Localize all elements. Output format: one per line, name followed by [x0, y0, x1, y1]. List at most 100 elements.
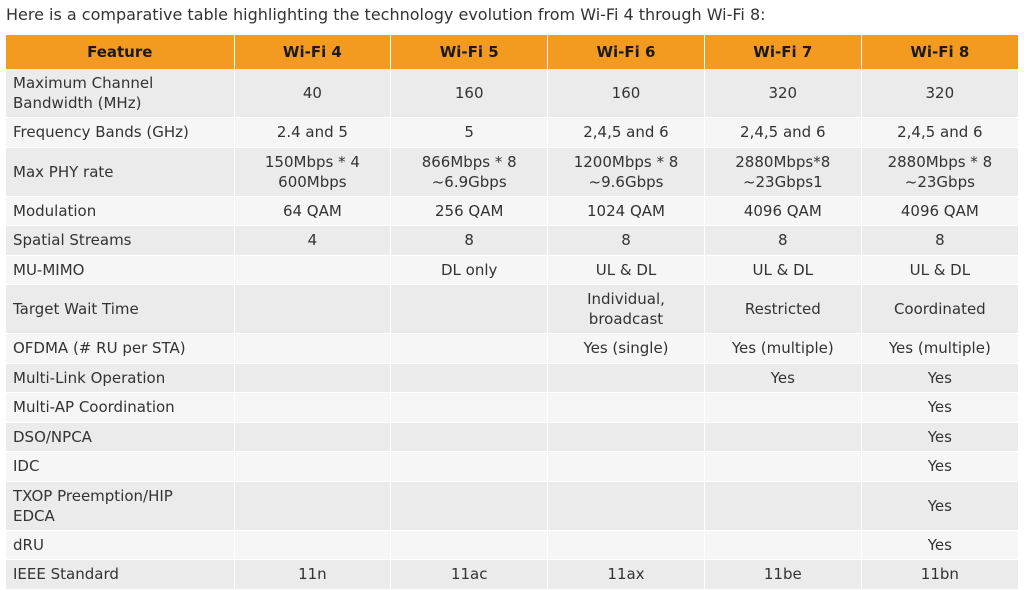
cell-value: 5	[464, 123, 474, 142]
value-cell-wifi6	[547, 422, 705, 452]
value-cell-wifi5: 160	[390, 69, 549, 118]
cell-value: Yes (multiple)	[731, 339, 834, 358]
value-cell-wifi5	[390, 363, 549, 393]
table-row: dRU Yes	[6, 530, 1018, 560]
cell-value: Yes	[927, 368, 952, 387]
value-cell-wifi5: 8	[390, 225, 549, 256]
value-cell-wifi6	[547, 481, 705, 531]
value-cell-wifi6	[547, 530, 705, 560]
feature-cell: Multi-Link Operation	[6, 363, 235, 393]
value-cell-wifi7: 4096 QAM	[704, 196, 862, 226]
feature-label: TXOP Preemption/HIP	[13, 486, 173, 505]
feature-label: Bandwidth (MHz)	[13, 94, 142, 112]
value-cell-wifi5: 866Mbps * 8 ~6.9Gbps	[390, 147, 549, 197]
feature-label: IDC	[13, 457, 40, 476]
value-cell-wifi4	[234, 451, 392, 482]
value-cell-wifi8: Yes	[861, 530, 1018, 560]
value-cell-wifi7	[704, 481, 862, 531]
value-cell-wifi4	[234, 363, 392, 393]
cell-value: 11ac	[450, 565, 488, 584]
cell-value: 40	[302, 84, 322, 102]
feature-cell: Multi-AP Coordination	[6, 392, 235, 423]
value-cell-wifi5	[390, 392, 549, 423]
value-cell-wifi5	[390, 451, 549, 482]
cell-value: 11n	[298, 565, 327, 584]
cell-value: ~23Gbps1	[742, 172, 823, 191]
feature-cell: Maximum Channel Bandwidth (MHz)	[6, 69, 235, 118]
cell-value: Yes	[770, 368, 795, 387]
cell-value: Yes	[927, 457, 952, 476]
table-row: Multi-AP Coordination Yes	[6, 392, 1018, 423]
cell-value: 866Mbps * 8	[421, 152, 517, 171]
cell-value: 1024 QAM	[587, 201, 665, 220]
value-cell-wifi6: 160	[547, 69, 705, 118]
value-cell-wifi8: Yes	[861, 422, 1018, 452]
cell-value: 8	[464, 231, 474, 250]
cell-value: 160	[454, 84, 484, 102]
value-cell-wifi7: Yes	[704, 363, 862, 393]
value-cell-wifi8: Yes	[861, 481, 1018, 531]
feature-label: Modulation	[13, 201, 97, 220]
intro-text: Here is a comparative table highlighting…	[6, 5, 766, 24]
value-cell-wifi4	[234, 392, 392, 423]
value-cell-wifi7: Yes (multiple)	[704, 333, 862, 364]
cell-value: 4096 QAM	[900, 201, 979, 220]
value-cell-wifi4: 2.4 and 5	[234, 117, 392, 148]
feature-label: Frequency Bands (GHz)	[13, 123, 189, 142]
value-cell-wifi7: 11be	[704, 559, 862, 590]
cell-value: 600Mbps	[278, 172, 347, 191]
value-cell-wifi4: 40	[234, 69, 392, 118]
value-cell-wifi8: Yes	[861, 363, 1018, 393]
value-cell-wifi6: 1024 QAM	[547, 196, 705, 226]
cell-value: 160	[611, 84, 641, 102]
feature-cell: Target Wait Time	[6, 284, 235, 334]
feature-label: dRU	[13, 535, 44, 554]
value-cell-wifi8: 320	[861, 69, 1018, 118]
value-cell-wifi5: 5	[390, 117, 549, 148]
cell-value: 8	[778, 231, 788, 250]
cell-value: 11bn	[920, 565, 959, 584]
column-header-wifi5: Wi-Fi 5	[390, 35, 549, 69]
cell-value: broadcast	[588, 310, 664, 328]
value-cell-wifi4	[234, 530, 392, 560]
column-header-wifi8: Wi-Fi 8	[861, 35, 1018, 69]
value-cell-wifi4: 64 QAM	[234, 196, 392, 226]
column-header-feature: Feature	[6, 35, 235, 69]
table-body: Maximum Channel Bandwidth (MHz) 40 160 160 32…	[6, 69, 1018, 590]
table-row: OFDMA (# RU per STA) Yes (single) Yes (mul…	[6, 333, 1018, 364]
cell-value: 320	[768, 84, 798, 102]
value-cell-wifi8: 8	[861, 225, 1018, 256]
cell-value: DL only	[440, 260, 498, 279]
value-cell-wifi8: Yes (multiple)	[861, 333, 1018, 364]
value-cell-wifi4	[234, 255, 392, 285]
cell-value: 4	[307, 231, 318, 250]
cell-value: 4096 QAM	[743, 201, 822, 220]
feature-cell: IEEE Standard	[6, 559, 235, 590]
feature-label: DSO/NPCA	[13, 427, 92, 446]
value-cell-wifi4	[234, 284, 392, 334]
table-header-row: Feature Wi-Fi 4 Wi-Fi 5 Wi-Fi 6 Wi-Fi 7 …	[6, 35, 1018, 69]
cell-value: Yes	[927, 535, 952, 554]
table-row: IEEE Standard 11n 11ac 11ax 11be 11bn	[6, 559, 1018, 590]
cell-value: 2880Mbps*8	[735, 152, 831, 171]
feature-label: IEEE Standard	[13, 565, 119, 584]
feature-cell: OFDMA (# RU per STA)	[6, 333, 235, 364]
value-cell-wifi5: DL only	[390, 255, 549, 285]
value-cell-wifi8: UL & DL	[861, 255, 1018, 285]
cell-value: Yes (multiple)	[888, 339, 991, 358]
cell-value: ~23Gbps	[904, 172, 975, 191]
value-cell-wifi8: 2,4,5 and 6	[861, 117, 1018, 148]
table-row: Modulation 64 QAM 256 QAM 1024 QAM 4096 QAM 4…	[6, 196, 1018, 226]
value-cell-wifi5	[390, 333, 549, 364]
feature-cell: DSO/NPCA	[6, 422, 235, 452]
table-row: Frequency Bands (GHz) 2.4 and 5 5 2,4,5 and…	[6, 117, 1018, 148]
feature-cell: MU-MIMO	[6, 255, 235, 285]
value-cell-wifi7: UL & DL	[704, 255, 862, 285]
value-cell-wifi7	[704, 422, 862, 452]
value-cell-wifi4: 4	[234, 225, 392, 256]
feature-cell: Spatial Streams	[6, 225, 235, 256]
value-cell-wifi6: UL & DL	[547, 255, 705, 285]
cell-value: 11ax	[607, 565, 645, 584]
value-cell-wifi4	[234, 422, 392, 452]
table-row: IDC Yes	[6, 451, 1018, 482]
